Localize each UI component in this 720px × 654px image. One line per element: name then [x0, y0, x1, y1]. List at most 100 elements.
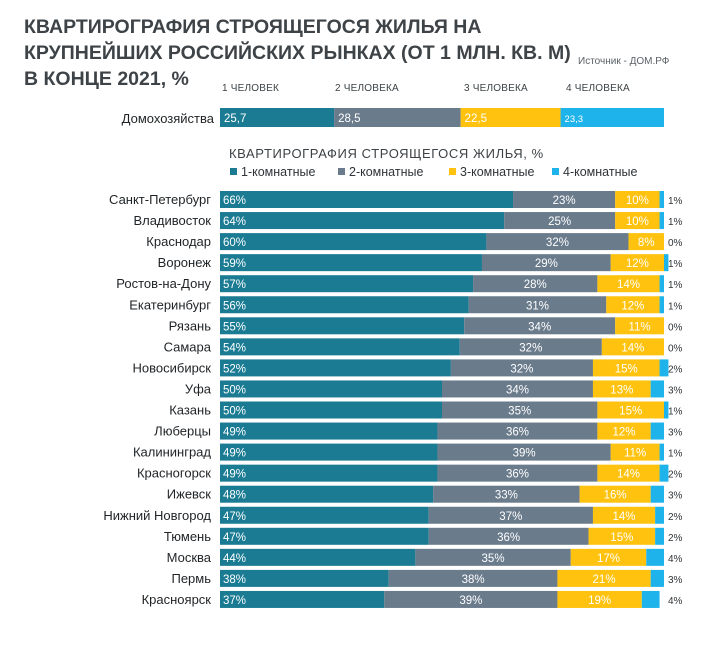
bar-segment-3	[606, 296, 660, 314]
data-label: 1%	[668, 407, 683, 418]
bar-segment-3	[592, 506, 656, 524]
data-label: 8%	[638, 237, 655, 249]
category-label: Санкт-Петербург	[109, 192, 211, 207]
bar-segment-2	[468, 296, 607, 314]
bar-segment-2	[415, 548, 571, 566]
household-segment-2	[334, 108, 461, 127]
bar-segment-4	[650, 422, 664, 440]
data-label: 66%	[223, 195, 246, 207]
bar-segment-4	[650, 569, 664, 587]
category-label: Воронеж	[158, 255, 212, 270]
data-label: 0%	[668, 322, 683, 333]
bar-segment-2	[437, 443, 611, 461]
category-label: Казань	[169, 403, 211, 418]
data-label: 14%	[621, 342, 644, 354]
data-label: 15%	[615, 363, 638, 375]
bar-segment-3	[557, 590, 642, 608]
data-label: 1%	[668, 301, 683, 312]
bar-segment-3	[615, 212, 660, 230]
data-label: 10%	[626, 195, 649, 207]
data-label: 49%	[223, 427, 246, 439]
data-label: 14%	[617, 469, 640, 481]
bar-segment-2	[504, 212, 616, 230]
bar-segment-3	[610, 443, 660, 461]
data-label: 39%	[513, 448, 536, 460]
bar-segment-3	[597, 464, 660, 482]
legend-swatch-3	[449, 168, 456, 175]
data-label: 1%	[668, 259, 683, 270]
data-label: 39%	[459, 595, 482, 607]
data-label: 59%	[223, 258, 246, 270]
data-label: 0%	[668, 343, 683, 354]
data-label: 3%	[668, 385, 683, 396]
data-label: 1%	[668, 217, 683, 228]
category-label: Москва	[167, 550, 212, 565]
data-label: 50%	[223, 384, 246, 396]
bar-segment-1	[220, 485, 434, 503]
category-label: Люберцы	[154, 424, 211, 439]
bar-segment-3	[601, 338, 664, 356]
bar-segment-4	[659, 443, 664, 461]
bar-segment-4	[659, 191, 664, 208]
data-label: 19%	[588, 595, 611, 607]
bar-segment-4	[659, 464, 669, 482]
bar-segment-1	[220, 338, 460, 356]
data-label: 2%	[668, 533, 683, 544]
bar-segment-1	[220, 569, 389, 587]
data-label: 14%	[613, 511, 636, 523]
data-label: 44%	[223, 553, 246, 565]
category-label: Пермь	[171, 571, 211, 586]
data-label: 36%	[506, 469, 529, 481]
bar-segment-3	[597, 422, 651, 440]
bar-segment-3	[597, 275, 660, 293]
bar-segment-3	[592, 380, 651, 398]
data-label: 32%	[510, 363, 533, 375]
bar-segment-4	[659, 296, 664, 314]
category-label: Ижевск	[167, 487, 212, 502]
category-label: Рязань	[169, 318, 212, 333]
bar-segment-1	[220, 296, 469, 314]
category-label: Уфа	[185, 381, 212, 396]
legend-swatch-2	[338, 168, 345, 175]
data-label: 16%	[604, 490, 627, 502]
data-label: 32%	[546, 237, 569, 249]
bar-segment-2	[428, 527, 589, 545]
household-segment-3	[460, 108, 561, 127]
legend-label: 4-комнатные	[563, 165, 637, 179]
bar-segment-2	[437, 422, 598, 440]
category-label: Новосибирск	[133, 360, 212, 375]
data-label: 36%	[506, 427, 529, 439]
bar-segment-2	[437, 464, 598, 482]
legend-label: 3-комнатные	[460, 165, 534, 179]
bar-segment-4	[650, 380, 664, 398]
bar-segment-1	[220, 443, 438, 461]
data-label: 32%	[519, 342, 542, 354]
chart-subtitle: КВАРТИРОГРАФИЯ СТРОЯЩЕГОСЯ ЖИЛЬЯ, %	[229, 146, 544, 161]
data-label: 50%	[223, 406, 246, 418]
data-label: 3%	[668, 428, 683, 439]
data-label: 17%	[597, 553, 620, 565]
household-size-header: 3 ЧЕЛОВЕКА	[464, 83, 528, 94]
legend-swatch-1	[230, 168, 237, 175]
data-label: 64%	[223, 216, 246, 228]
data-label: 31%	[526, 300, 549, 312]
category-label: Владивосток	[133, 213, 211, 228]
data-label: 2%	[668, 470, 683, 481]
category-label: Самара	[164, 339, 212, 354]
bar-segment-4	[646, 548, 664, 566]
bar-segment-3	[588, 527, 656, 545]
category-label: Ростов-на-Дону	[116, 276, 211, 291]
household-segment-4	[560, 108, 664, 127]
data-label: 12%	[626, 258, 649, 270]
bar-segment-2	[384, 590, 558, 608]
data-label: 2%	[668, 364, 683, 375]
household-size-header: 4 ЧЕЛОВЕКА	[566, 83, 630, 94]
category-label: Нижний Новгород	[103, 508, 211, 523]
data-label: 55%	[223, 321, 246, 333]
legend-label: 1-комнатные	[241, 165, 315, 179]
bar-segment-1	[220, 191, 514, 208]
bar-segment-2	[486, 233, 629, 251]
bar-segment-3	[615, 191, 660, 208]
category-label: Красногорск	[137, 466, 211, 481]
data-label: 21%	[593, 574, 616, 586]
